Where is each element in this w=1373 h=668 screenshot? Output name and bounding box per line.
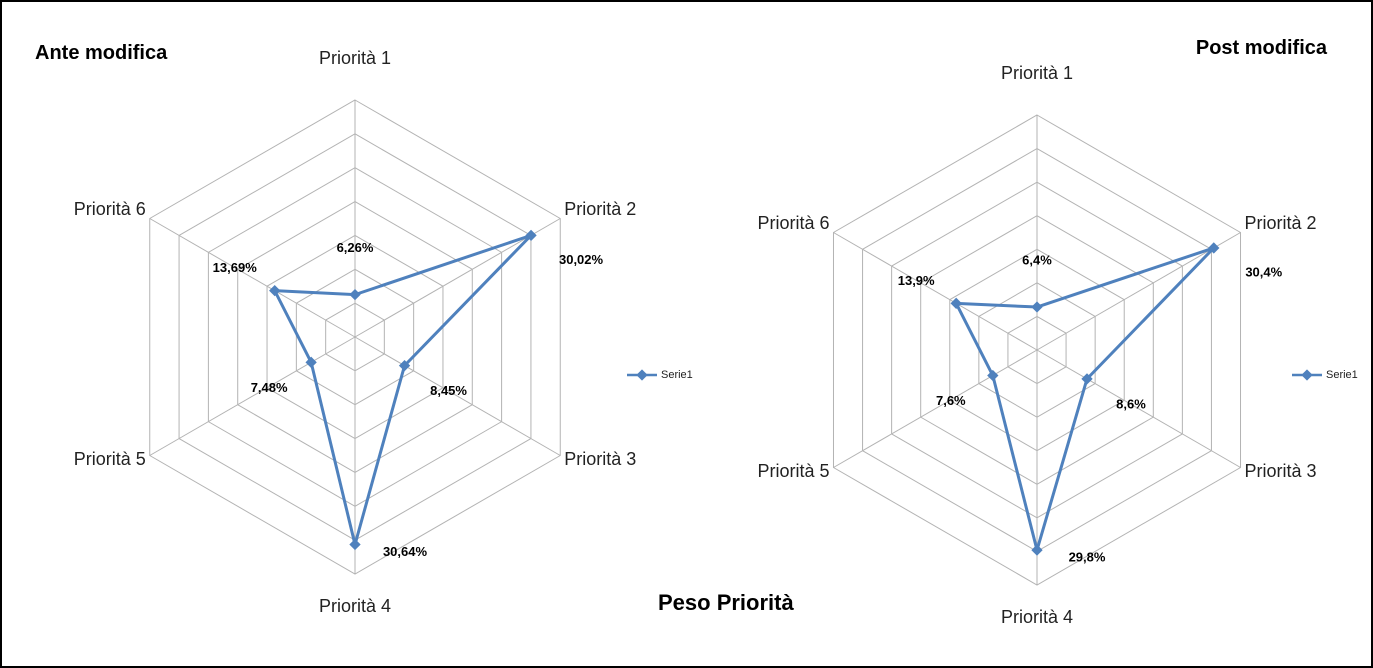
category-label: Priorità 3 (1244, 460, 1317, 481)
marker (349, 538, 361, 551)
category-label: Priorità 1 (1000, 63, 1074, 83)
marker (987, 369, 999, 382)
spoke (354, 336, 561, 456)
category-label: Priorità 4 (318, 596, 392, 616)
chart-title: Ante modifica (35, 42, 168, 64)
marker (1031, 544, 1043, 556)
data-label: 8,45% (430, 383, 467, 398)
category-label: Priorità 6 (73, 198, 146, 219)
category-label: Priorità 5 (757, 460, 830, 481)
chart-title: Post modifica (1195, 37, 1327, 59)
category-label: Priorità 4 (1000, 607, 1074, 627)
spoke (833, 349, 1038, 468)
spoke (149, 218, 356, 338)
category-label: Priorità 2 (1244, 212, 1317, 233)
legend-label: Serie1 (1326, 369, 1358, 381)
data-label: 13,69% (213, 260, 258, 275)
data-label: 8,6% (1116, 396, 1146, 411)
legend-marker (1301, 369, 1313, 381)
marker (1081, 373, 1093, 385)
category-label: Priorità 5 (73, 448, 146, 469)
data-label: 29,8% (1069, 550, 1106, 565)
spoke (1036, 232, 1241, 351)
data-label: 6,26% (337, 240, 374, 255)
marker (950, 297, 962, 309)
marker (1208, 242, 1220, 254)
data-label: 7,6% (936, 393, 966, 408)
data-label: 30,64% (383, 544, 428, 559)
main-title: Peso Priorità (658, 590, 794, 615)
category-label: Priorità 1 (318, 48, 392, 68)
data-label: 13,9% (898, 273, 935, 288)
marker (349, 288, 361, 301)
spoke (149, 336, 356, 456)
marker (398, 359, 411, 372)
data-label: 7,48% (251, 380, 288, 395)
data-label: 6,4% (1022, 252, 1052, 267)
spoke (1036, 349, 1241, 468)
category-label: Priorità 3 (564, 448, 637, 469)
data-label: 30,02% (559, 252, 604, 267)
category-label: Priorità 2 (564, 198, 637, 219)
marker (269, 284, 281, 297)
legend-label: Serie1 (661, 369, 693, 381)
spoke (833, 232, 1038, 351)
marker (1031, 301, 1043, 313)
category-label: Priorità 6 (757, 212, 830, 233)
marker (305, 356, 317, 368)
series-line (272, 233, 533, 551)
marker (525, 229, 537, 242)
legend-marker (636, 369, 648, 381)
data-label: 30,4% (1245, 264, 1282, 279)
